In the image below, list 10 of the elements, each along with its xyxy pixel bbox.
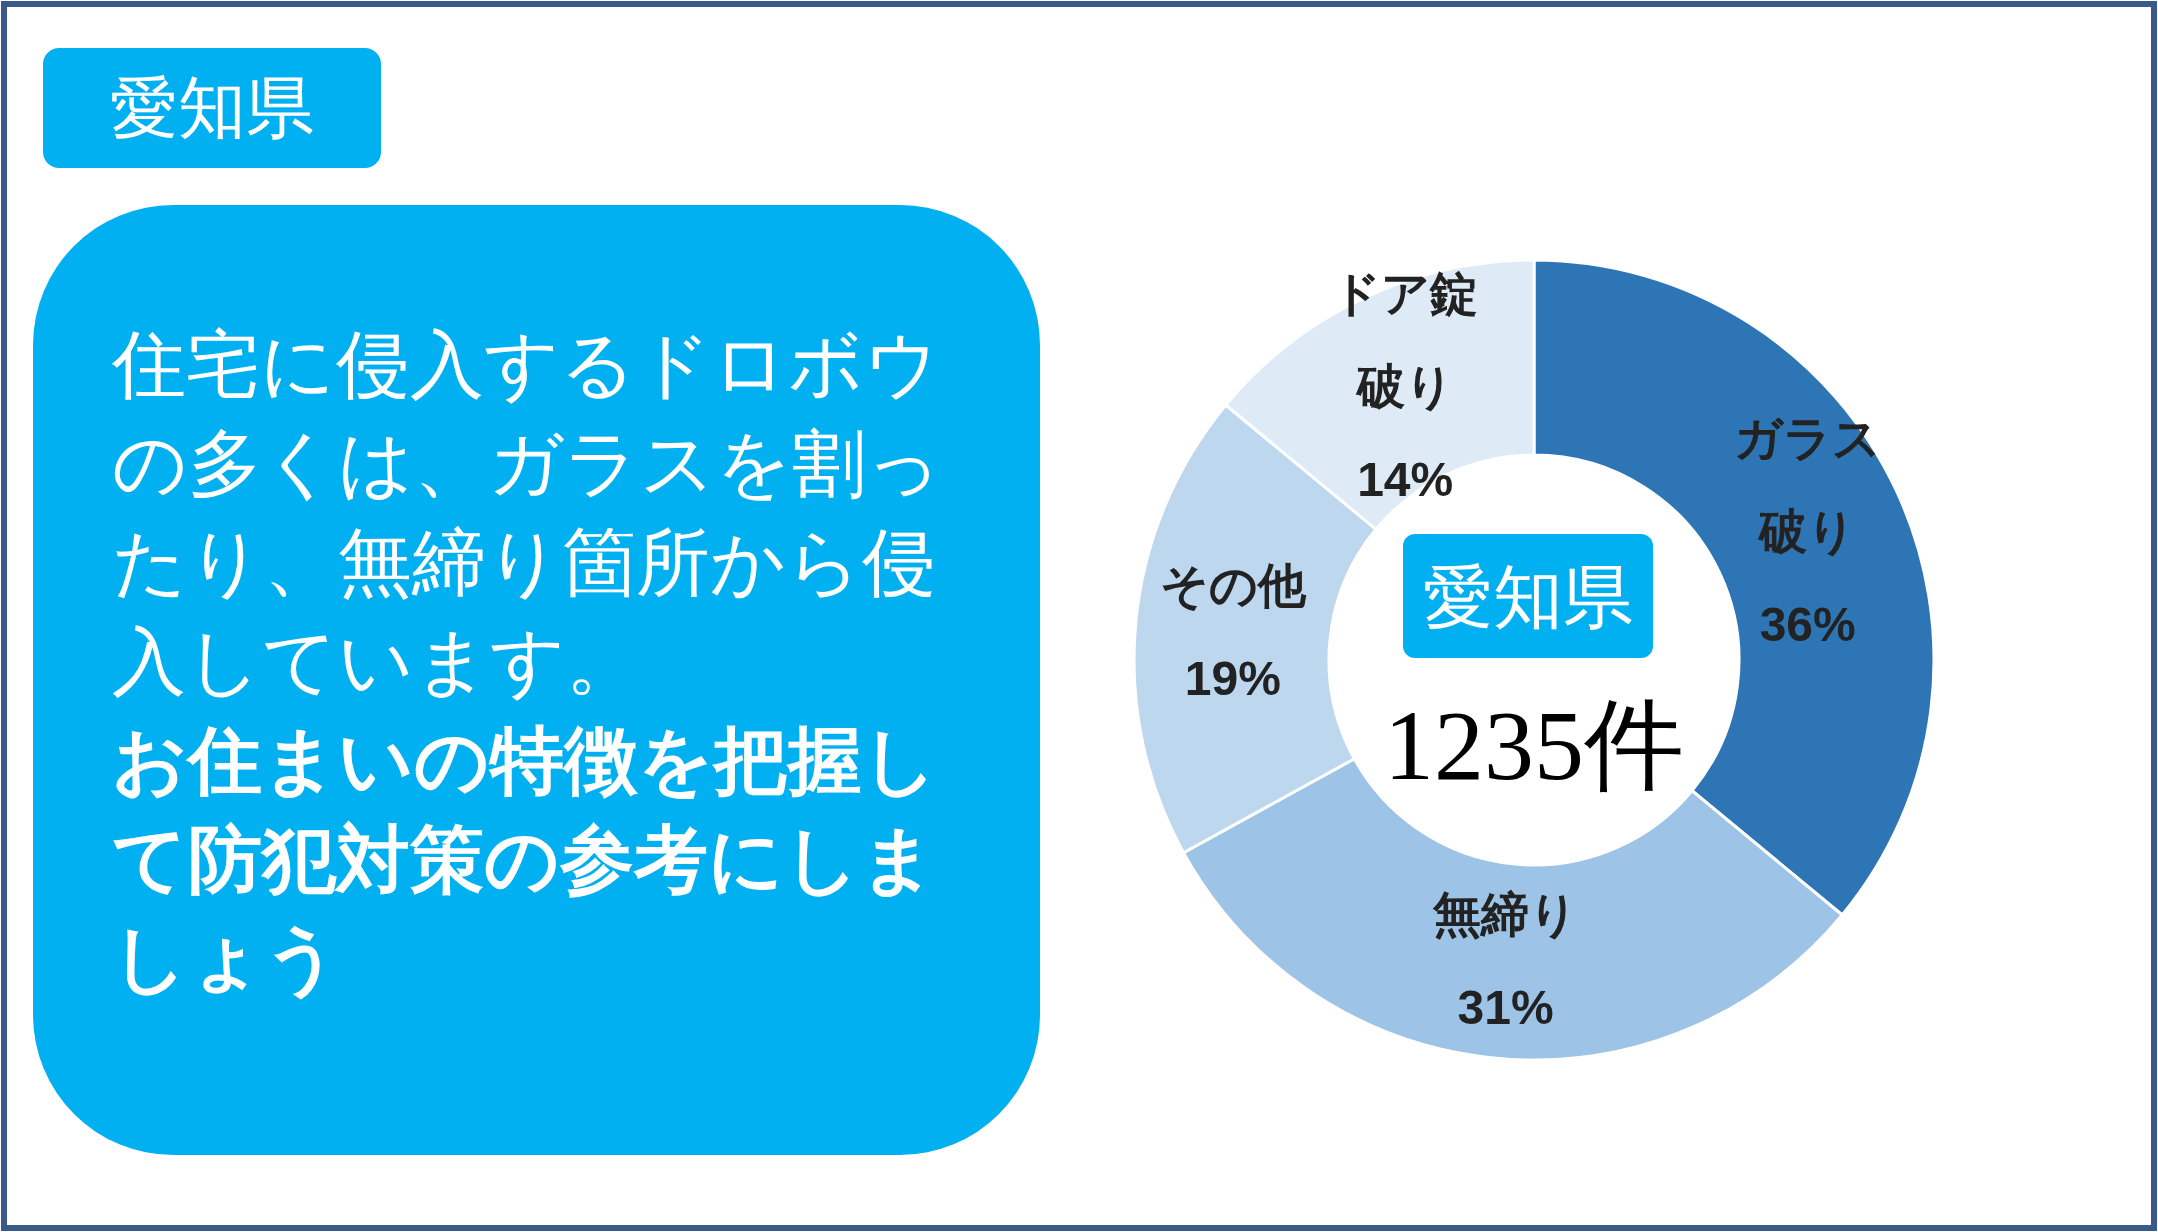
annotation: 入しています。 xyxy=(112,621,640,703)
annotation: たり、無締り箇所から侵 xyxy=(112,522,936,604)
annotation: て防犯対策の参考にしま xyxy=(112,819,936,901)
annotation: お住まいの特徴を把握し xyxy=(112,720,938,802)
annotation: の多くは、ガラスを割っ xyxy=(112,423,942,505)
title: 愛知県 xyxy=(110,70,314,146)
annotation: 住宅に侵入するドロボウ xyxy=(112,324,940,406)
annotation: 愛知県 xyxy=(1423,558,1633,636)
annotation: しょう xyxy=(112,918,340,1000)
annotation: 1235件 xyxy=(1384,689,1684,801)
